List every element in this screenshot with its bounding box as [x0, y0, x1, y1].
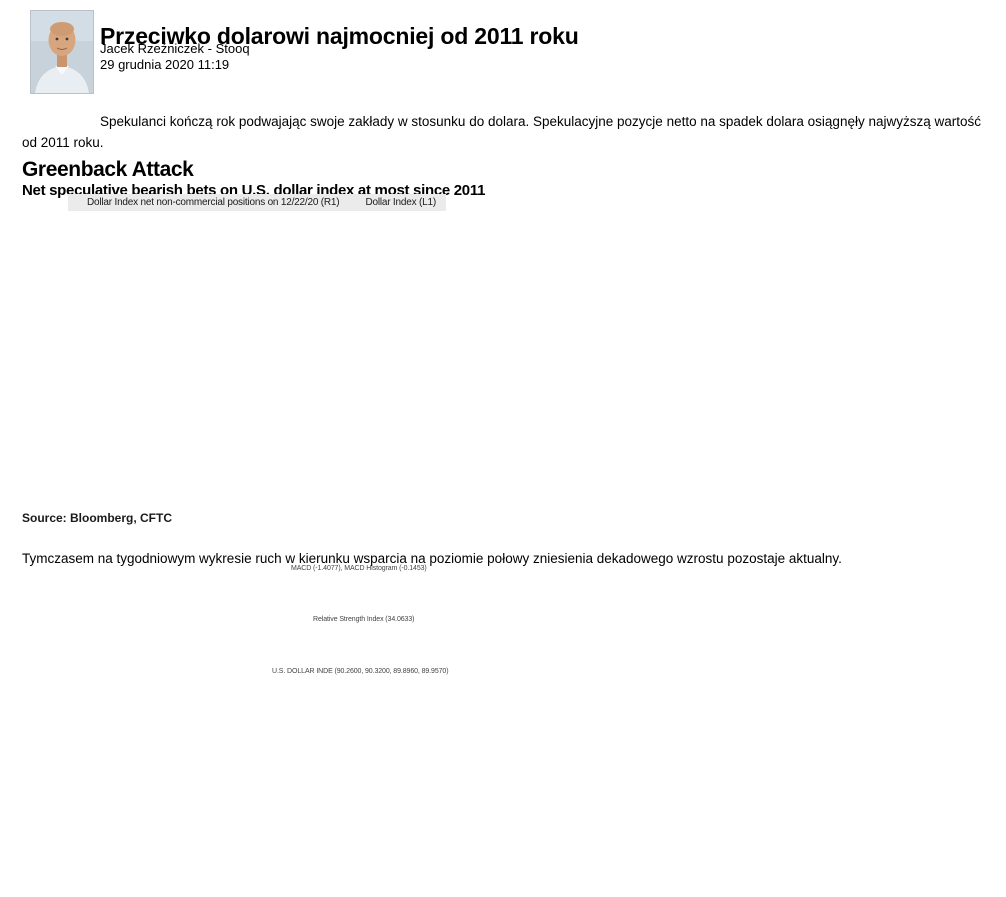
legend-item-index: Dollar Index (L1): [353, 197, 436, 208]
price-panel-label: U.S. DOLLAR INDE (90.2600, 90.3200, 89.8…: [272, 668, 449, 675]
legend-label-positions: Dollar Index net non-commercial position…: [87, 197, 340, 208]
rsi-panel-label: Relative Strength Index (34.0633): [313, 616, 415, 623]
bloomberg-chart: Greenback Attack Net speculative bearish…: [0, 140, 706, 536]
page-title: Przeciwko dolarowi najmocniej od 2011 ro…: [100, 23, 579, 50]
publish-date: 29 grudnia 2020 11:19: [100, 57, 230, 72]
legend-item-positions: Dollar Index net non-commercial position…: [75, 197, 340, 208]
stooq-chart-canvas: [0, 560, 706, 897]
chart-legend: Dollar Index net non-commercial position…: [68, 194, 446, 211]
avatar-photo: [31, 11, 93, 93]
bloomberg-chart-canvas: [0, 186, 706, 532]
stooq-chart: MACD (-1.4077), MACD Histogram (-0.1453)…: [0, 560, 706, 897]
lead-paragraph: Spekulanci kończą rok podwajając swoje z…: [22, 113, 981, 150]
chart-title: Greenback Attack: [22, 158, 194, 182]
body-paragraph: Tymczasem na tygodniowym wykresie ruch w…: [22, 550, 842, 566]
chart-source: Source: Bloomberg, CFTC: [22, 511, 173, 525]
legend-label-index: Dollar Index (L1): [365, 197, 436, 208]
author-name: Jacek Rzeźniczek - Stooq: [100, 41, 250, 56]
author-avatar: [30, 10, 94, 94]
macd-panel-label: MACD (-1.4077), MACD Histogram (-0.1453): [291, 565, 427, 572]
